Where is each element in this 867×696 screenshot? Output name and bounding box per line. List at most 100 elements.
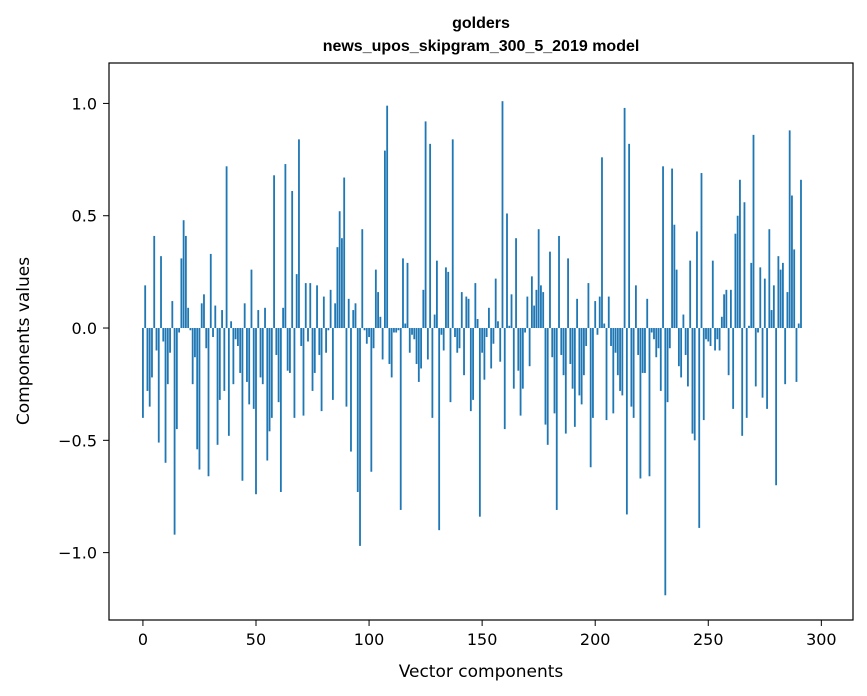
bar — [196, 328, 199, 450]
bar — [682, 314, 685, 329]
bar — [162, 328, 165, 342]
bar — [383, 150, 386, 329]
bar — [379, 316, 382, 329]
bar — [689, 260, 692, 329]
bar — [668, 328, 671, 349]
bar — [160, 256, 162, 329]
bar — [754, 328, 757, 387]
bar — [503, 328, 506, 430]
bar — [221, 310, 223, 329]
bar — [370, 328, 373, 472]
bar — [540, 285, 542, 329]
bar — [142, 328, 144, 418]
bar — [702, 328, 705, 421]
bar — [445, 267, 447, 329]
bar — [729, 289, 732, 329]
bar — [594, 301, 597, 329]
bar — [270, 328, 273, 418]
bar — [587, 283, 590, 329]
bar — [277, 328, 280, 403]
bar — [157, 328, 160, 443]
bar — [779, 269, 782, 329]
bar — [582, 328, 585, 376]
bar — [555, 328, 558, 510]
bar — [194, 328, 196, 358]
bar — [596, 328, 599, 335]
bar — [381, 328, 384, 360]
bar — [413, 328, 416, 340]
bar — [347, 298, 350, 329]
bar — [316, 285, 318, 329]
bar — [359, 328, 361, 546]
bar — [209, 253, 212, 329]
bar — [797, 323, 800, 329]
bar — [178, 328, 181, 333]
bar — [736, 215, 739, 329]
bar — [420, 328, 422, 369]
bar — [748, 325, 750, 329]
bar — [250, 269, 253, 329]
bar — [304, 283, 307, 329]
bar — [232, 328, 235, 385]
bar — [402, 258, 404, 329]
bar — [497, 321, 499, 329]
bar — [148, 328, 151, 407]
bar — [662, 166, 664, 329]
bar — [284, 164, 287, 329]
bar — [223, 328, 226, 391]
bar — [492, 328, 495, 344]
bar — [725, 289, 728, 329]
bar — [781, 262, 784, 329]
bar — [431, 328, 434, 418]
bar — [436, 260, 438, 329]
bar — [438, 328, 441, 531]
bar — [386, 105, 389, 329]
bar — [567, 258, 569, 329]
bar — [648, 328, 651, 477]
bar — [562, 328, 565, 376]
y-tick-label: 1.0 — [72, 94, 97, 113]
bar — [465, 296, 468, 329]
bar — [408, 328, 411, 353]
bar — [573, 328, 576, 427]
bar — [322, 296, 325, 329]
bar — [485, 328, 488, 337]
bar — [766, 328, 768, 409]
bar — [592, 328, 594, 418]
bar — [237, 328, 239, 346]
bar — [214, 305, 217, 329]
bar — [488, 307, 490, 329]
bar — [528, 328, 531, 367]
bar — [345, 328, 348, 407]
bar — [302, 328, 305, 416]
bar — [318, 328, 321, 355]
x-tick-label: 300 — [806, 630, 837, 649]
bar — [246, 328, 248, 382]
bar — [666, 328, 669, 403]
bar — [433, 314, 436, 329]
bar — [273, 175, 275, 329]
bar — [203, 294, 205, 329]
bar — [169, 328, 171, 353]
bar — [526, 296, 529, 329]
bar — [298, 139, 300, 329]
bar — [707, 328, 710, 342]
x-axis-ticks: 0 50 100 150 200 250 300 — [138, 620, 837, 649]
bar — [259, 328, 262, 378]
bar — [429, 143, 432, 329]
bar — [641, 328, 644, 373]
bar — [286, 328, 289, 371]
bar — [612, 328, 615, 414]
bar — [300, 328, 303, 346]
bar — [585, 328, 588, 346]
bar — [752, 134, 755, 329]
bar — [530, 276, 533, 329]
bar — [576, 298, 579, 329]
bar — [723, 294, 726, 329]
bar — [474, 283, 477, 329]
bar — [230, 321, 233, 329]
bar — [187, 307, 190, 329]
bar — [307, 328, 309, 342]
bar — [564, 328, 567, 434]
bar — [451, 139, 454, 329]
